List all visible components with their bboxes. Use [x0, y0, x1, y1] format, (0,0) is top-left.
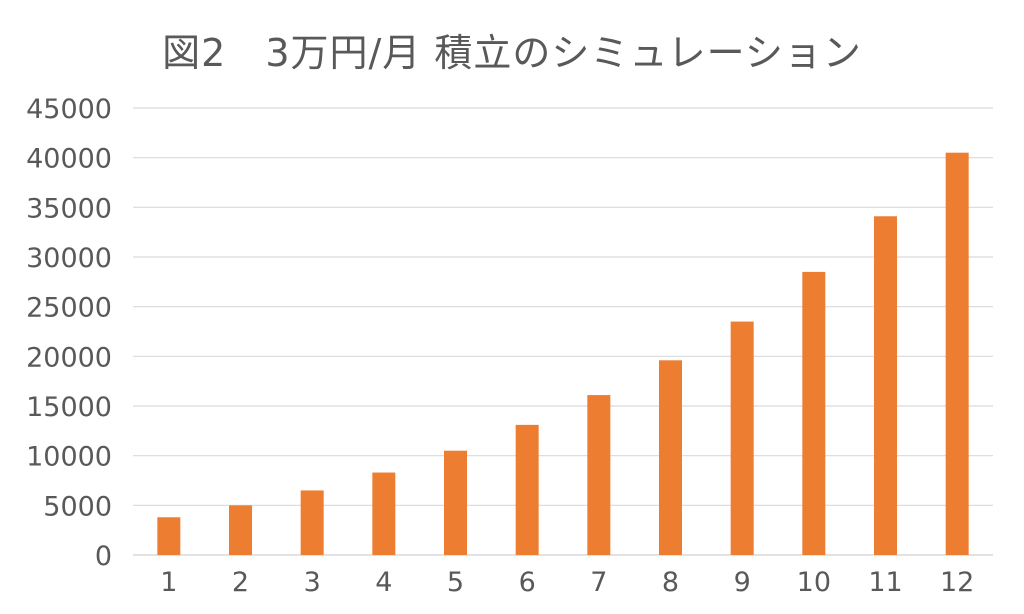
y-tick-label: 0 — [95, 541, 112, 572]
bar-11 — [874, 216, 897, 556]
y-tick-label: 25000 — [26, 293, 112, 324]
bar-7 — [587, 395, 611, 555]
bar-3 — [300, 490, 324, 555]
chart-title: 図2 3万円/月 積立のシミュレーション — [162, 31, 862, 75]
bar-9 — [730, 321, 754, 555]
bar-12 — [945, 152, 969, 555]
x-tick-label: 11 — [868, 567, 902, 598]
bar-5 — [444, 450, 467, 555]
x-tick-label: 6 — [519, 567, 536, 598]
bar-8 — [659, 360, 682, 555]
y-tick-label: 20000 — [26, 342, 112, 373]
x-tick-label: 8 — [662, 567, 679, 598]
bar-1 — [157, 517, 181, 555]
x-tick-label: 4 — [375, 567, 392, 598]
x-tick-label: 5 — [447, 567, 464, 598]
y-axis-ticks: 0 5000 10000 15000 20000 25000 30000 35000 40000… — [26, 94, 112, 572]
x-axis-ticks: 1 2 3 4 5 6 7 8 9 10 11 12 — [160, 567, 974, 598]
x-tick-label: 2 — [232, 567, 249, 598]
x-tick-label: 7 — [590, 567, 607, 598]
y-tick-label: 30000 — [26, 243, 112, 274]
gridlines — [133, 107, 993, 556]
bar-10 — [802, 271, 826, 555]
y-tick-label: 15000 — [26, 392, 112, 423]
x-tick-label: 12 — [940, 567, 974, 598]
bars — [157, 152, 969, 556]
bar-4 — [372, 472, 396, 555]
y-tick-label: 10000 — [26, 442, 112, 473]
x-tick-label: 10 — [797, 567, 831, 598]
x-tick-label: 9 — [734, 567, 751, 598]
bar-6 — [515, 424, 539, 555]
y-tick-label: 40000 — [26, 144, 112, 175]
x-tick-label: 1 — [160, 567, 177, 598]
y-tick-label: 5000 — [43, 491, 112, 522]
y-tick-label: 35000 — [26, 193, 112, 224]
x-tick-label: 3 — [304, 567, 321, 598]
y-tick-label: 45000 — [26, 94, 112, 125]
bar-2 — [229, 505, 252, 555]
